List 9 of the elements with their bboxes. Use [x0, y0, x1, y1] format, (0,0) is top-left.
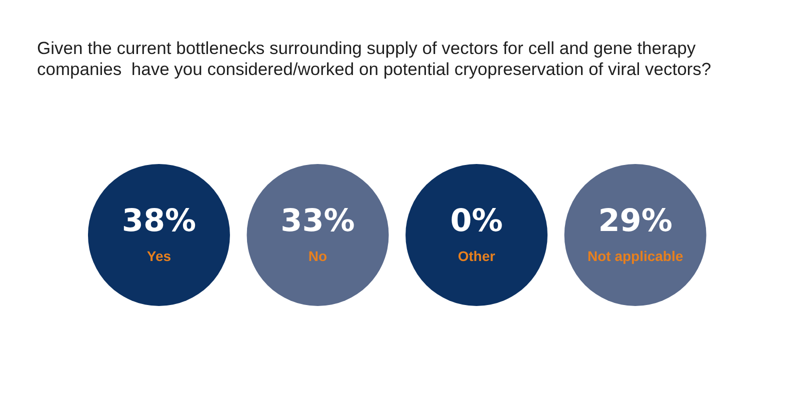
- data-label: 33%: [280, 203, 355, 240]
- data-label: 38%: [122, 203, 196, 240]
- category-label: Yes: [146, 248, 172, 264]
- data-label: 29%: [598, 203, 672, 240]
- data-label: 0%: [450, 203, 503, 240]
- category-label: Not applicable: [587, 248, 684, 264]
- category-label: Other: [458, 248, 496, 264]
- text: Given the current bottlenecks surrounding supply of vectors for cell and gene therapy companies have you considered/worked on potential cryopreservation of viral vectors?: [37, 38, 712, 80]
- category-label: No: [308, 248, 328, 264]
